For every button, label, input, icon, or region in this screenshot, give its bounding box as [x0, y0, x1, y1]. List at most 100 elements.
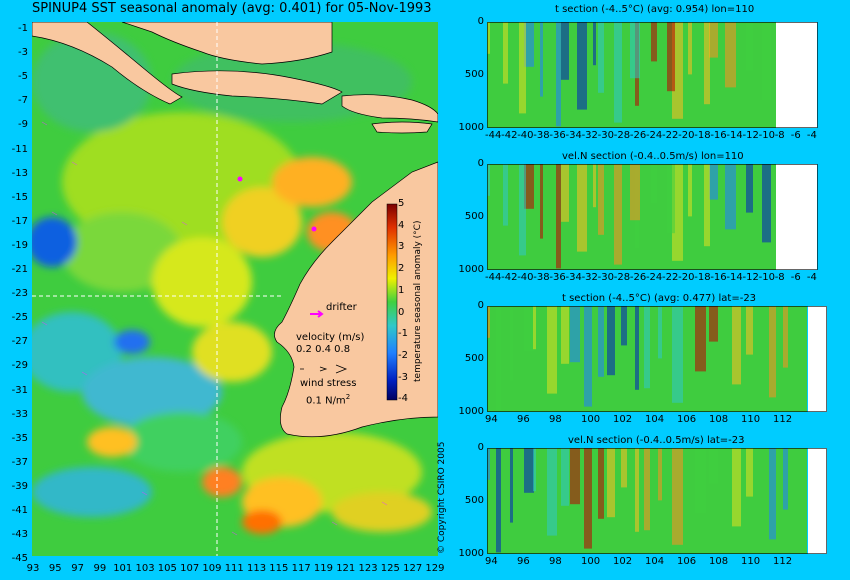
section-streak [598, 22, 604, 93]
section-axis-label: 106 [677, 556, 697, 567]
section-streak [561, 164, 569, 222]
section-axis-label: 104 [645, 414, 665, 425]
section-streak [540, 164, 543, 239]
lat-tick-label: -21 [11, 264, 28, 275]
section-axis-label: -44 [485, 272, 502, 283]
section-streak [533, 448, 536, 492]
wind-legend-title: wind stress [300, 378, 357, 389]
velocity-legend-title: velocity (m/s) [296, 332, 365, 343]
section-streak [561, 448, 569, 506]
colorbar-tick-label: 4 [398, 219, 405, 231]
lat-tick-label: -7 [18, 95, 28, 107]
section-streak [709, 306, 718, 342]
section-streak [635, 448, 639, 532]
section-streak [607, 448, 615, 518]
section-axis-label: -44 [485, 130, 502, 141]
section-streak [725, 164, 736, 230]
section-frame [487, 448, 827, 554]
section-streak [533, 306, 536, 350]
lon-tick-label: 101 [113, 563, 133, 574]
section-axis-label: -22 [662, 130, 679, 141]
lon-tick-label: 105 [157, 563, 177, 574]
section-streak [783, 448, 788, 510]
section-axis-label: 96 [517, 556, 530, 567]
section-axis-label: -12 [742, 272, 759, 283]
section-streak [709, 164, 718, 200]
section-streak [598, 448, 604, 519]
section-axis-label: -34 [565, 272, 582, 283]
section-axis-label: -28 [613, 272, 631, 283]
section-plot[interactable] [487, 22, 827, 128]
section-streak [577, 164, 587, 252]
lon-tick-label: 121 [336, 563, 356, 574]
lat-tick-label: -19 [11, 239, 28, 251]
section-axis-label: -38 [533, 272, 550, 283]
land-islands [341, 94, 438, 123]
lat-tick-label: -11 [11, 143, 28, 155]
lat-tick-label: -39 [11, 480, 28, 492]
drifter-legend-label: drifter [326, 302, 357, 313]
section-axis-label: -40 [517, 130, 534, 141]
section-axis-label: -18 [694, 272, 711, 283]
section-depth-label: 500 [464, 69, 484, 80]
lon-tick-label: 113 [247, 563, 267, 574]
section-axis-label: 98 [549, 414, 562, 425]
section-streak [725, 22, 736, 88]
section-axis-label: -30 [597, 272, 614, 283]
section-streak [584, 306, 592, 407]
land-java [171, 70, 343, 105]
section-streak [510, 448, 513, 523]
section-depth-label: 500 [464, 211, 484, 222]
section-streak [630, 22, 640, 79]
section-streak [496, 306, 501, 411]
section-streak [614, 22, 622, 123]
section-streak [496, 448, 501, 553]
section-depth-label: 500 [464, 495, 484, 506]
lat-tick-label: -27 [11, 336, 28, 348]
sst-anomaly-map[interactable] [32, 22, 438, 556]
lat-tick-label: -1 [18, 23, 28, 34]
section-streak [540, 22, 543, 97]
section-streak [614, 164, 622, 265]
wind-stress-arrows [41, 121, 388, 536]
colorbar-tick-label: -3 [398, 371, 408, 383]
lat-tick-label: -37 [11, 456, 28, 468]
drifter-legend-arrow [310, 310, 324, 318]
section-plot[interactable] [487, 306, 827, 412]
section-streak [732, 448, 741, 527]
section-plot[interactable] [487, 164, 827, 270]
section-axis-label: -16 [710, 272, 727, 283]
section-streak [732, 306, 741, 385]
land-borneo [121, 22, 333, 65]
section-nodata [808, 306, 827, 412]
section-axis-label: -26 [629, 272, 647, 283]
section-axis-label: -24 [645, 272, 663, 283]
section-streak [570, 306, 580, 363]
section-streak [577, 22, 587, 110]
section-streak [570, 448, 580, 505]
section-axis-label: -36 [549, 130, 566, 141]
section-axis-label: -14 [726, 130, 743, 141]
colorbar-tick-label: 5 [398, 198, 405, 209]
copyright: © Copyright CSIRO 2005 [437, 441, 447, 554]
section-streak [667, 22, 675, 92]
drifter-marker [311, 226, 317, 232]
section-axis-label: -6 [790, 130, 801, 141]
section-streak [524, 22, 534, 67]
section-depth-label: 0 [477, 158, 484, 169]
section-title: t section (-4..5°C) (avg: 0.954) lon=110 [555, 4, 755, 15]
section-streak [561, 22, 569, 80]
section-depth-label: 0 [477, 16, 484, 27]
section-streak [709, 22, 718, 58]
colorbar-title: temperature seasonal anomaly (°C) [413, 220, 423, 382]
velocity-arrow-legend [300, 364, 348, 374]
colorbar-tick-label: 3 [398, 241, 405, 253]
lat-tick-label: -15 [11, 191, 28, 203]
section-streak [584, 448, 592, 549]
section-streak [672, 448, 683, 545]
section-streak [593, 164, 596, 208]
section-plot[interactable] [487, 448, 827, 554]
section-streak [598, 164, 604, 235]
section-streak [524, 306, 534, 351]
section-axis-label: -32 [581, 130, 598, 141]
